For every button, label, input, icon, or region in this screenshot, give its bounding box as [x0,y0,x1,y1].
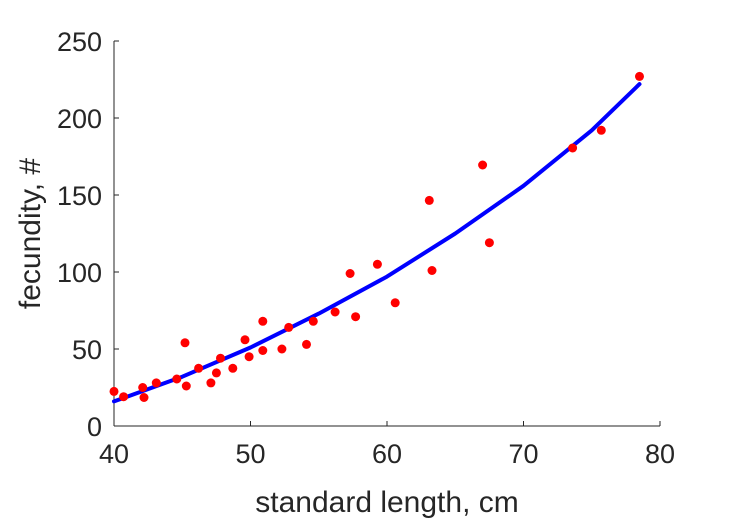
data-point [258,316,268,326]
x-tick-label: 80 [645,439,675,469]
data-point [211,368,221,378]
data-point [216,353,225,363]
x-axis-title: standard length, cm [255,486,518,519]
y-ticks: 0 50 100 150 200 250 [57,27,119,442]
y-tick-label: 150 [57,181,102,211]
data-point [139,393,149,402]
y-tick-label: 250 [57,27,102,57]
data-point [345,269,355,278]
x-tick-label: 60 [372,439,402,469]
data-point [424,195,434,205]
data-point [109,386,119,396]
y-axis-title: fecundity, # [14,158,47,310]
x-tick-label: 70 [508,439,538,469]
axes: 40 50 60 70 80 0 50 100 150 200 250 [57,27,675,469]
data-point [194,363,204,373]
data-point [180,338,190,348]
data-point [206,378,216,388]
data-point [330,307,340,317]
y-tick-label: 50 [72,335,102,365]
data-point [181,381,191,391]
data-point [244,352,254,362]
data-point [284,322,294,332]
data-point [151,378,161,388]
data-point [172,374,182,384]
fit-curve-line [112,82,642,404]
data-point [228,363,238,373]
data-point [119,392,129,402]
data-point [277,344,287,354]
x-ticks: 40 50 60 70 80 [99,421,675,469]
y-tick-label: 100 [57,258,102,288]
series-layer [109,71,644,404]
y-tick-label: 0 [87,412,102,442]
x-tick-label: 50 [235,439,265,469]
data-point [302,339,311,349]
data-point [568,143,578,153]
data-point [240,335,250,345]
data-point [596,125,606,135]
data-point [258,346,268,355]
data-point [635,71,644,81]
x-tick-label: 40 [99,439,129,469]
data-point [427,266,437,275]
data-point [138,383,148,392]
data-point [478,160,488,170]
data-point [484,238,494,248]
data-point [372,259,382,269]
data-point [308,316,318,326]
y-tick-label: 200 [57,104,102,134]
data-point [351,312,361,322]
data-point [390,298,400,308]
